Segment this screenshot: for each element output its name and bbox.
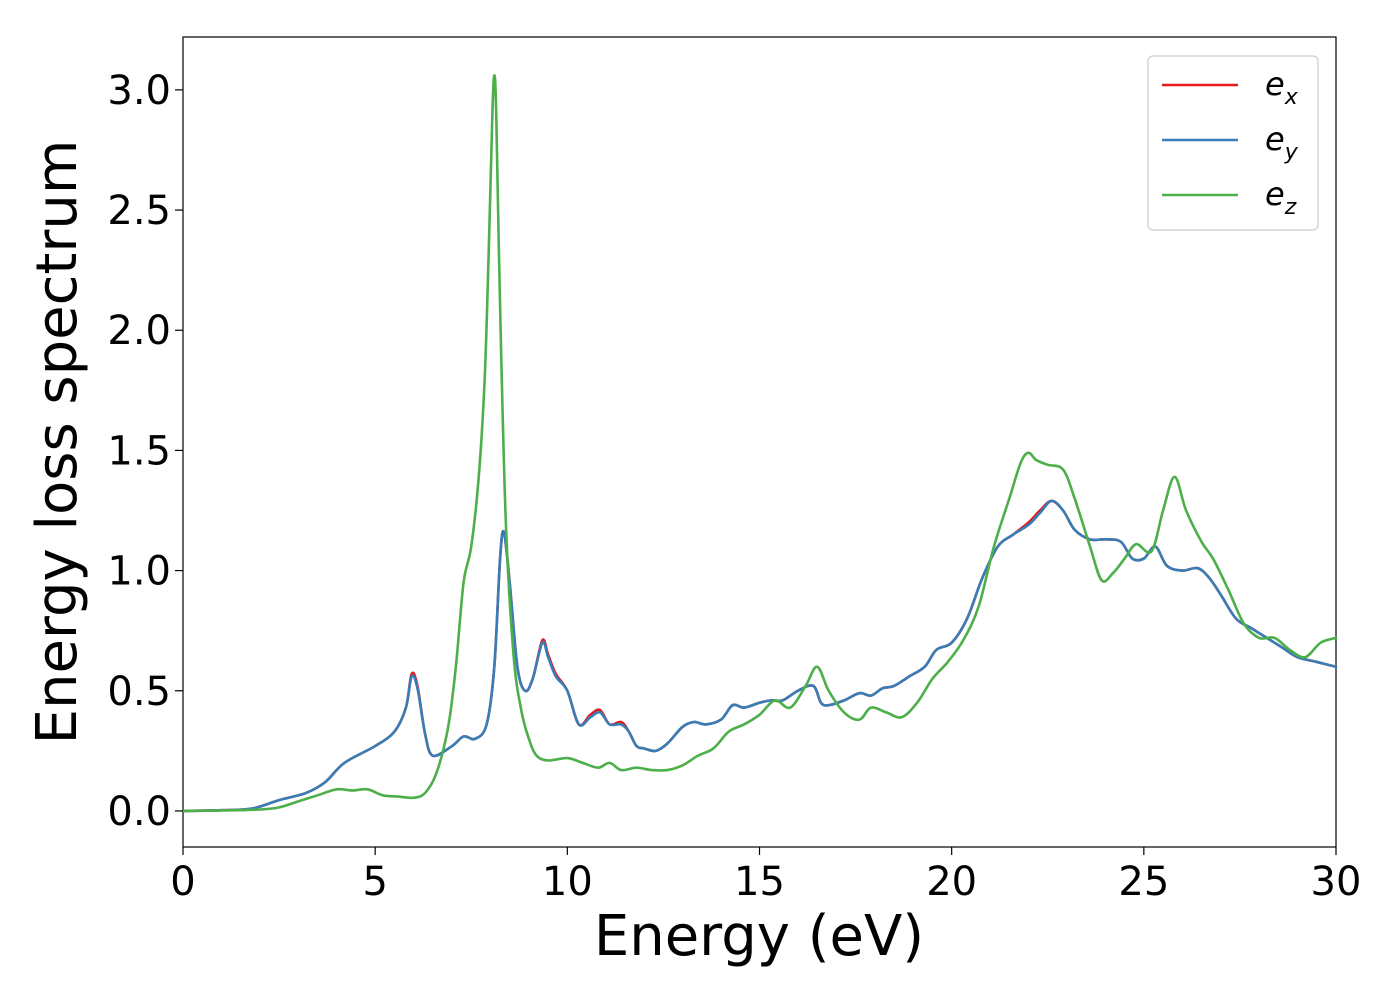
y-tick-label: 1.5 xyxy=(107,428,171,474)
x-tick-label: 10 xyxy=(542,859,593,905)
legend-box xyxy=(1147,55,1319,231)
x-tick-label: 20 xyxy=(926,859,977,905)
y-tick-label: 3.0 xyxy=(107,68,171,114)
x-tick-label: 25 xyxy=(1118,859,1169,905)
y-axis-title: Energy loss spectrum xyxy=(25,140,90,745)
y-tick-label: 2.5 xyxy=(107,188,171,234)
x-axis: 0 5 10 15 20 25 30 xyxy=(170,847,1361,905)
legend-label-x: ex xyxy=(1265,65,1299,110)
y-tick-label: 0.5 xyxy=(107,669,171,715)
y-tick-label: 1.0 xyxy=(107,549,171,595)
y-tick-label: 2.0 xyxy=(107,308,171,354)
y-axis: 0.0 0.5 1.0 1.5 2.0 2.5 3.0 xyxy=(107,68,183,835)
legend-label-y: ey xyxy=(1265,120,1299,165)
legend-label-z: ez xyxy=(1265,175,1297,220)
series-layer xyxy=(181,74,1338,813)
y-tick-label: 0.0 xyxy=(107,789,171,835)
x-axis-title: Energy (eV) xyxy=(594,904,924,969)
series-line-y xyxy=(181,499,1338,813)
x-tick-label: 0 xyxy=(170,859,195,905)
legend: ex ey ez xyxy=(1147,55,1319,231)
x-tick-label: 15 xyxy=(734,859,785,905)
x-tick-label: 30 xyxy=(1311,859,1362,905)
series-line-z xyxy=(181,74,1338,813)
x-tick-label: 5 xyxy=(362,859,387,905)
plot-frame xyxy=(182,36,1337,848)
